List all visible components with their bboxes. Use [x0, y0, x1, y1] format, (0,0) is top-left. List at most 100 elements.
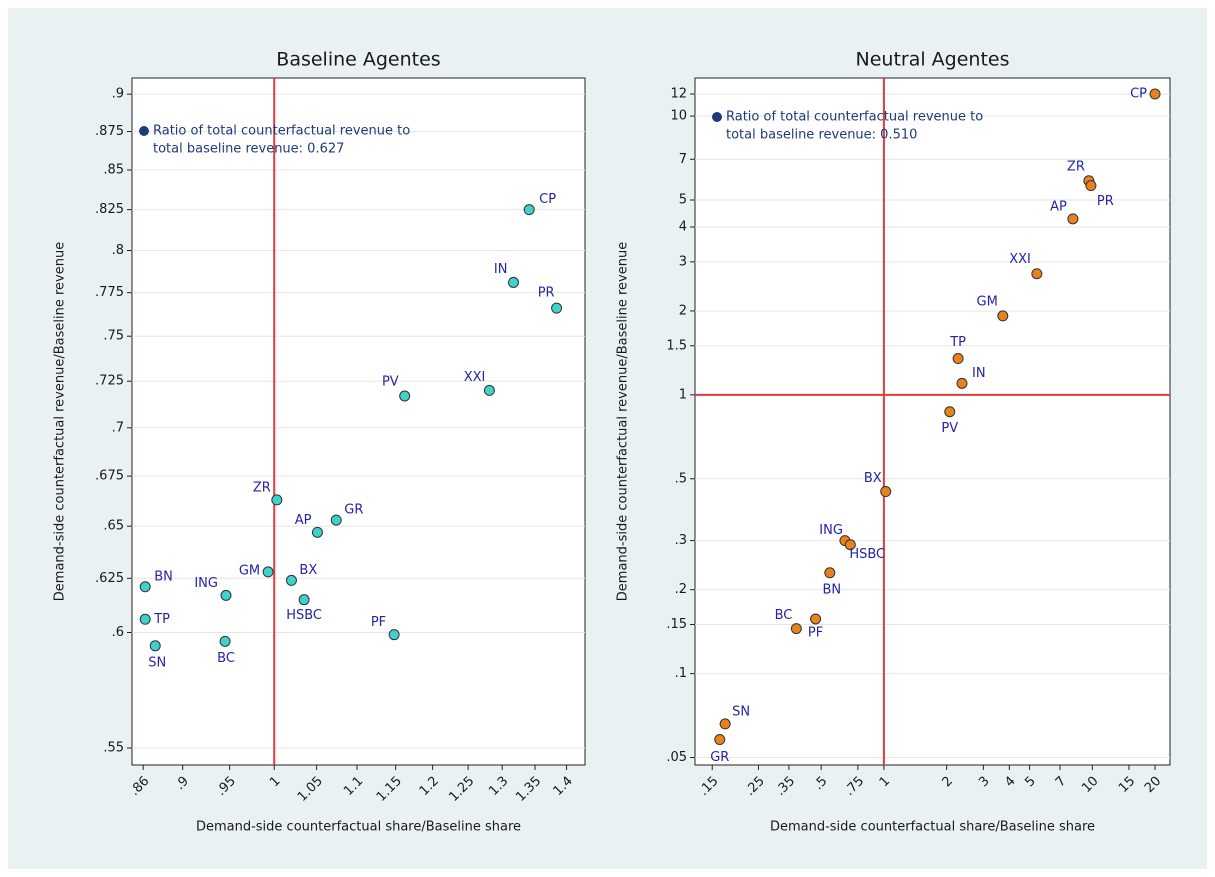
data-point: [139, 613, 151, 625]
y-tick-label: 3: [679, 254, 687, 269]
point-label: BN: [822, 582, 841, 597]
data-point: [507, 276, 519, 288]
point-label: CP: [1130, 87, 1147, 102]
data-point: [149, 640, 161, 652]
data-point: [1149, 88, 1161, 100]
data-point: [271, 494, 283, 506]
point-label: ZR: [253, 480, 271, 495]
point-label: CP: [539, 192, 556, 207]
y-tick-label: 5: [679, 193, 687, 208]
point-label: BC: [775, 608, 793, 623]
data-point: [311, 526, 323, 538]
point-label: BC: [217, 651, 235, 666]
y-tick-label: 10: [670, 109, 687, 124]
point-label: AP: [1050, 199, 1067, 214]
x-axis-label: Demand-side counterfactual share/Baselin…: [196, 820, 521, 835]
y-tick-label: .825: [95, 202, 124, 217]
point-label: GM: [977, 294, 998, 309]
point-label: GM: [239, 563, 260, 578]
x-axis-label: Demand-side counterfactual share/Baselin…: [770, 820, 1095, 835]
y-tick-label: .75: [103, 329, 124, 344]
y-tick-label: .6: [112, 625, 124, 640]
point-label: BN: [154, 569, 173, 584]
point-label: XXI: [1009, 252, 1031, 267]
y-tick-label: 1.5: [666, 338, 687, 353]
data-point: [219, 635, 231, 647]
data-point: [1085, 180, 1097, 192]
point-label: PF: [808, 625, 823, 640]
point-label: IN: [972, 366, 986, 381]
y-tick-label: .675: [95, 469, 124, 484]
data-point: [285, 574, 297, 586]
data-point: [330, 514, 342, 526]
data-point: [483, 384, 495, 396]
point-label: IN: [494, 262, 508, 277]
chart-title: Neutral Agentes: [856, 49, 1010, 71]
y-tick-label: .875: [95, 124, 124, 139]
data-point: [399, 390, 411, 402]
data-point: [880, 486, 892, 498]
annotation-marker: [712, 112, 722, 122]
y-tick-label: 2: [679, 303, 687, 318]
data-point: [719, 718, 731, 730]
data-point: [952, 353, 964, 365]
data-point: [997, 310, 1009, 322]
point-label: TP: [153, 612, 170, 627]
y-tick-label: .5: [675, 471, 687, 486]
data-point: [551, 302, 563, 314]
y-tick-label: 7: [679, 152, 687, 167]
point-label: PF: [371, 615, 386, 630]
point-label: PR: [1097, 194, 1114, 209]
y-tick-label: .775: [95, 285, 124, 300]
point-label: PR: [538, 286, 555, 301]
annotation: total baseline revenue: 0.627: [153, 142, 344, 157]
y-tick-label: .1: [675, 666, 687, 681]
point-label: XXI: [464, 370, 486, 385]
y-tick-label: 4: [679, 220, 687, 235]
point-label: HSBC: [286, 608, 322, 623]
annotation-marker: [139, 126, 149, 136]
chart-title: Baseline Agentes: [276, 49, 440, 71]
point-label: AP: [295, 513, 312, 528]
y-axis-label: Demand-side counterfactual revenue/Basel…: [53, 242, 68, 601]
data-point: [1067, 213, 1079, 225]
y-tick-label: .15: [666, 617, 687, 632]
data-point: [1031, 268, 1043, 280]
data-point: [523, 204, 535, 216]
data-point: [824, 567, 836, 579]
y-tick-label: .3: [675, 533, 687, 548]
data-point: [388, 629, 400, 641]
y-tick-label: .05: [666, 750, 687, 765]
data-point: [139, 581, 151, 593]
data-point: [790, 623, 802, 635]
y-tick-label: .8: [112, 243, 124, 258]
point-label: ING: [194, 576, 218, 591]
y-axis-label: Demand-side counterfactual revenue/Basel…: [616, 242, 631, 601]
point-label: GR: [344, 503, 363, 518]
point-label: GR: [710, 750, 729, 765]
y-tick-label: .9: [112, 87, 124, 102]
plot-area: [694, 77, 1171, 766]
y-tick-label: .55: [103, 740, 124, 755]
y-tick-label: .725: [95, 374, 124, 389]
point-label: TP: [949, 335, 966, 350]
data-point: [298, 594, 310, 606]
data-point: [810, 613, 822, 625]
data-point: [956, 377, 968, 389]
plot-area: [131, 77, 586, 766]
data-point: [844, 539, 856, 551]
y-tick-label: .85: [103, 163, 124, 178]
y-tick-label: .2: [675, 582, 687, 597]
point-label: SN: [732, 704, 750, 719]
data-point: [944, 406, 956, 418]
point-label: PV: [941, 421, 958, 436]
y-tick-label: .65: [103, 519, 124, 534]
point-label: ZR: [1067, 159, 1085, 174]
data-point: [714, 734, 726, 746]
point-label: BX: [299, 563, 317, 578]
y-tick-label: .625: [95, 571, 124, 586]
point-label: SN: [148, 655, 166, 670]
point-label: HSBC: [849, 547, 885, 562]
data-point: [220, 589, 232, 601]
